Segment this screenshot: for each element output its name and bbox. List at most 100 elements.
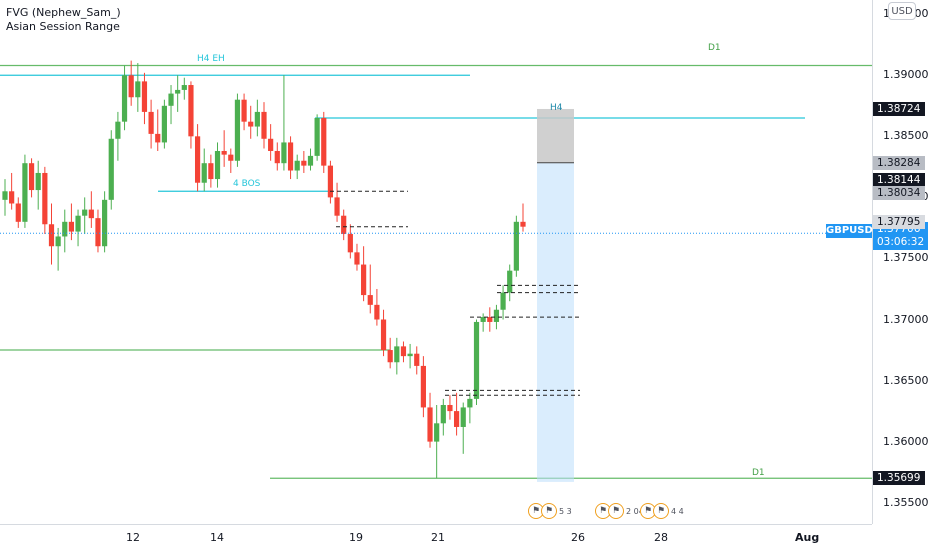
candle [188,81,194,149]
time-tick-label: 14 [210,531,224,544]
time-tick-label: 19 [349,531,363,544]
price-tag: 1.35699 [873,471,925,486]
price-tag: 1.37795 [873,215,925,230]
candle [354,243,360,271]
candle-body [500,292,506,310]
candle [341,209,347,241]
candle-body [254,111,260,127]
candle [394,337,400,375]
candle [9,172,15,210]
candle-body [507,270,513,293]
candle [121,65,128,131]
indicator-fvg-label[interactable]: FVG (Nephew_Sam_) [6,6,121,19]
candle [493,304,500,330]
candle-body [234,99,241,161]
candle [241,93,247,131]
candle-body [135,81,141,98]
event-count: 4 4 [671,506,684,516]
candle [254,99,260,137]
candle [434,404,440,479]
price-axis[interactable]: 1.395001.390001.385001.380001.375001.370… [872,0,932,524]
session-range-box [537,162,574,482]
candle [407,343,413,369]
candle-body [188,85,194,137]
candle [161,99,167,149]
indicator-asian-session-label[interactable]: Asian Session Range [6,20,120,33]
price-tick-label: 1.35500 [883,495,929,509]
candle-body [168,93,174,106]
candle-body [214,150,221,180]
currency-button[interactable]: USD [888,2,916,20]
candle-body [493,309,500,322]
candle [135,63,141,112]
candle [387,337,393,369]
event-count: 5 3 [559,506,572,516]
candle [261,102,267,149]
candle [102,191,108,253]
event-count: 2 04 [626,506,644,516]
candle [440,398,446,436]
price-tick-label: 1.39000 [883,68,929,82]
candle-body [128,75,134,98]
candle [2,179,8,216]
candle [500,285,506,320]
candle-body [42,172,48,225]
candle [513,215,519,277]
candle [507,264,513,302]
candle-body [248,121,254,127]
candle [55,227,61,271]
candle-body [155,133,161,143]
candle [294,154,300,180]
candle [221,130,227,167]
candle-body [447,404,453,412]
economic-event-marker[interactable]: ⚑ ⚑ 5 3 [528,502,572,520]
economic-event-marker[interactable]: ⚑ ⚑ 2 04 [595,502,644,520]
candle-body [108,138,114,200]
candle-body [55,236,61,247]
price-tick-label: 1.38500 [883,129,929,143]
candle-body [261,111,267,139]
candle-body [453,411,460,427]
candle-body [440,404,446,424]
candle-body [513,221,519,271]
candle [75,209,81,247]
candle-body [15,203,21,222]
candle [214,142,221,188]
candle [427,392,433,448]
candle-body [221,150,227,155]
candle [194,124,201,192]
candle [321,111,327,173]
symbol-label: GBPUSD [826,224,873,238]
candle [62,209,68,253]
candle [88,191,94,228]
candle-body [420,365,426,408]
candle-body [22,163,28,222]
economic-event-marker[interactable]: ⚑ ⚑ 4 4 [640,502,684,520]
candle [22,154,28,228]
candlestick-chart[interactable]: H4 EH 4 BOS H4 D1 D1 [0,0,872,524]
candle [487,307,493,332]
candle [473,319,480,405]
time-tick-label: Aug [795,531,820,544]
candle-body [387,350,393,363]
candle [35,160,41,210]
candle-body [274,150,280,164]
time-tick-label: 28 [654,531,668,544]
candle-body [434,423,440,442]
level-label-h4: H4 [550,103,563,113]
candle-body [35,172,41,191]
candle [42,166,48,235]
candle-body [281,142,287,164]
time-tick-label: 26 [571,531,585,544]
candle [68,203,75,241]
candle [400,341,407,363]
time-axis[interactable]: 12 14 19 21 26 28 Aug [0,524,872,551]
candle-body [201,163,207,183]
candle [148,99,154,149]
candle-body [161,105,167,143]
candle [447,395,453,420]
candle-body [473,321,480,399]
candle-body [427,407,433,442]
candle [460,402,466,454]
